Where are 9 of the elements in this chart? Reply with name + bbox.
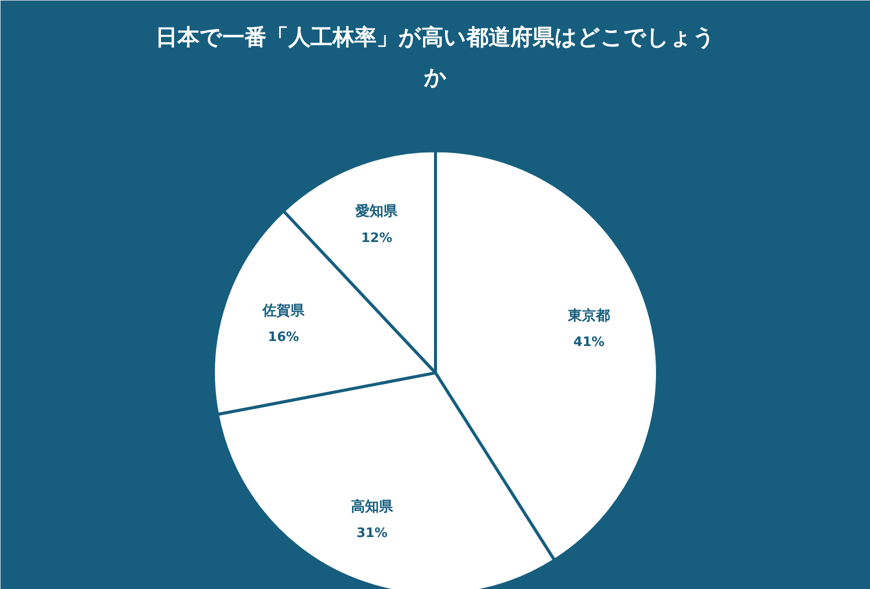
- slice-label: 愛知県: [356, 204, 399, 220]
- slice-label: 佐賀県: [261, 302, 306, 319]
- slice-label: 東京都: [566, 306, 610, 324]
- data-label: 31%: [356, 526, 388, 542]
- chart-title: 日本で一番「人工林率」が高い都道府県はどこでしょうか: [156, 24, 716, 90]
- data-label: 41%: [573, 334, 605, 350]
- data-label: 12%: [361, 230, 392, 246]
- data-label: 16%: [268, 330, 300, 346]
- slice-label: 高知県: [351, 498, 394, 516]
